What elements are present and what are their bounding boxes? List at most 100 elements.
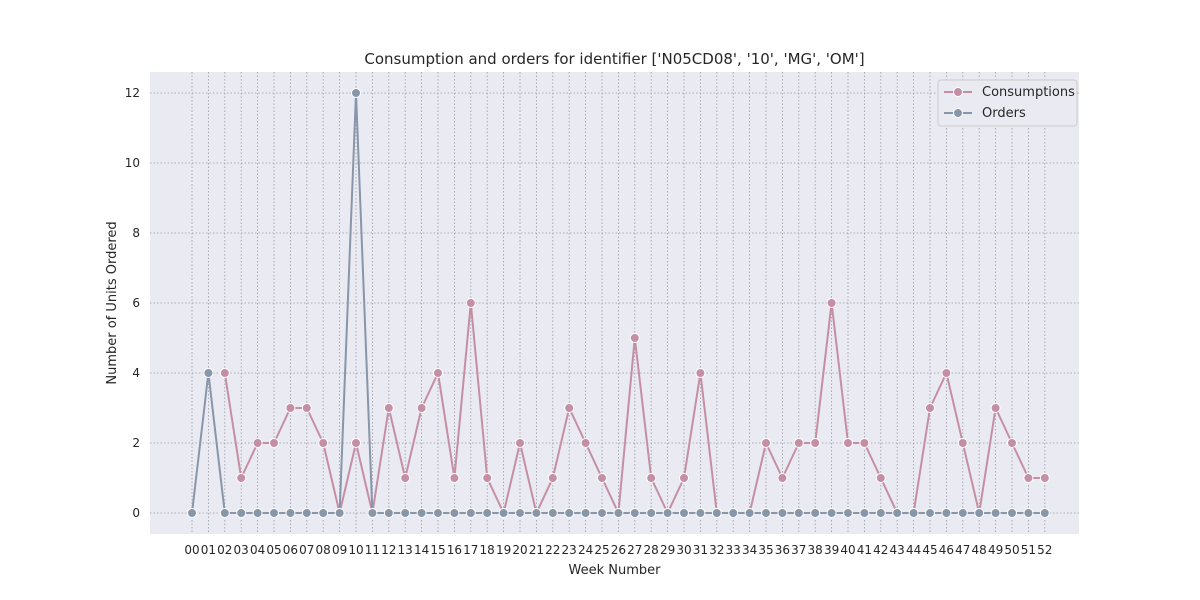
x-tick-label: 13: [398, 543, 413, 557]
x-tick-label: 26: [611, 543, 626, 557]
x-tick-label: 12: [381, 543, 396, 557]
data-point-orders: [203, 368, 214, 378]
series-layer: [187, 88, 1050, 518]
data-point-orders: [875, 508, 886, 518]
data-point-consumptions: [383, 403, 394, 413]
x-tick-label: 19: [496, 543, 511, 557]
data-point-consumptions: [400, 473, 411, 483]
x-tick-label: 38: [808, 543, 823, 557]
data-point-orders: [629, 508, 640, 518]
data-point-consumptions: [843, 438, 853, 448]
data-point-consumptions: [793, 438, 804, 448]
data-point-orders: [695, 508, 706, 518]
x-tick-label: 40: [840, 543, 855, 557]
data-point-orders: [597, 508, 607, 518]
data-point-orders: [334, 508, 345, 518]
x-tick-label: 17: [463, 543, 478, 557]
data-point-consumptions: [597, 473, 607, 483]
x-tick-label: 43: [890, 543, 905, 557]
y-tick-label: 2: [132, 436, 140, 450]
data-point-orders: [269, 508, 279, 518]
chart-title: Consumption and orders for identifier ['…: [364, 50, 864, 68]
data-point-consumptions: [465, 298, 476, 308]
y-tick-label: 10: [125, 156, 140, 170]
data-point-orders: [187, 508, 197, 518]
y-tick-label: 6: [132, 296, 140, 310]
x-tick-label: 34: [742, 543, 757, 557]
data-point-consumptions: [252, 438, 263, 448]
data-point-orders: [531, 508, 542, 518]
x-tick-label: 16: [447, 543, 462, 557]
data-point-orders: [400, 508, 411, 518]
data-point-orders: [941, 508, 952, 518]
y-tick-labels: 0 2 4 6 8 10 12: [125, 86, 140, 520]
data-point-orders: [498, 508, 509, 518]
data-point-orders: [974, 508, 985, 518]
x-tick-label: 08: [316, 543, 331, 557]
data-point-orders: [990, 508, 1001, 518]
x-tick-label: 15: [430, 543, 445, 557]
data-point-consumptions: [810, 438, 821, 448]
data-point-consumptions: [564, 403, 575, 413]
data-point-orders: [351, 88, 361, 98]
x-tick-label: 47: [955, 543, 970, 557]
data-point-consumptions: [351, 438, 361, 448]
data-point-consumptions: [859, 438, 870, 448]
data-point-orders: [1039, 508, 1050, 518]
x-tick-label: 51: [1021, 543, 1036, 557]
series-orders: [187, 88, 1050, 518]
data-point-orders: [711, 508, 722, 518]
data-point-consumptions: [1023, 473, 1034, 483]
y-tick-label: 0: [132, 506, 140, 520]
data-point-consumptions: [449, 473, 460, 483]
data-point-orders: [383, 508, 394, 518]
x-tick-labels: 00 01 02 03 04 05 06 07 08 09 10 11 12 13 14 15 16 17 18 19…: [184, 543, 1052, 557]
data-point-orders: [662, 508, 673, 518]
y-axis-label: Number of Units Ordered: [105, 221, 120, 384]
legend-label-consumptions: Consumptions: [982, 85, 1075, 100]
x-tick-label: 25: [594, 543, 609, 557]
data-point-orders: [416, 508, 427, 518]
data-point-orders: [957, 508, 968, 518]
x-tick-label: 36: [775, 543, 790, 557]
data-point-consumptions: [990, 403, 1001, 413]
x-tick-label: 28: [644, 543, 659, 557]
x-tick-label: 44: [906, 543, 921, 557]
x-tick-label: 21: [529, 543, 544, 557]
data-point-orders: [679, 508, 689, 518]
data-point-orders: [564, 508, 575, 518]
x-tick-label: 00: [184, 543, 199, 557]
legend-marker-orders: [953, 108, 963, 118]
data-point-orders: [728, 508, 739, 518]
data-point-orders: [908, 508, 919, 518]
x-tick-label: 23: [562, 543, 577, 557]
data-point-orders: [433, 508, 443, 518]
x-tick-label: 24: [578, 543, 593, 557]
data-point-orders: [301, 508, 312, 518]
data-point-consumptions: [646, 473, 657, 483]
x-tick-label: 49: [988, 543, 1003, 557]
data-point-orders: [810, 508, 821, 518]
data-point-orders: [646, 508, 657, 518]
x-tick-label: 06: [283, 543, 298, 557]
x-tick-label: 11: [365, 543, 380, 557]
plot-background: [150, 72, 1079, 534]
x-tick-label: 02: [217, 543, 232, 557]
data-point-consumptions: [269, 438, 279, 448]
x-tick-label: 45: [922, 543, 937, 557]
x-tick-label: 09: [332, 543, 347, 557]
data-point-orders: [252, 508, 263, 518]
x-tick-label: 32: [709, 543, 724, 557]
data-point-consumptions: [547, 473, 558, 483]
data-point-consumptions: [433, 368, 443, 378]
legend-label-orders: Orders: [982, 106, 1026, 121]
data-point-consumptions: [761, 438, 771, 448]
data-point-orders: [761, 508, 771, 518]
data-point-orders: [1007, 508, 1017, 518]
data-point-orders: [793, 508, 804, 518]
x-tick-label: 48: [972, 543, 987, 557]
data-point-orders: [580, 508, 591, 518]
data-point-consumptions: [236, 473, 247, 483]
data-point-consumptions: [482, 473, 493, 483]
x-tick-label: 29: [660, 543, 675, 557]
